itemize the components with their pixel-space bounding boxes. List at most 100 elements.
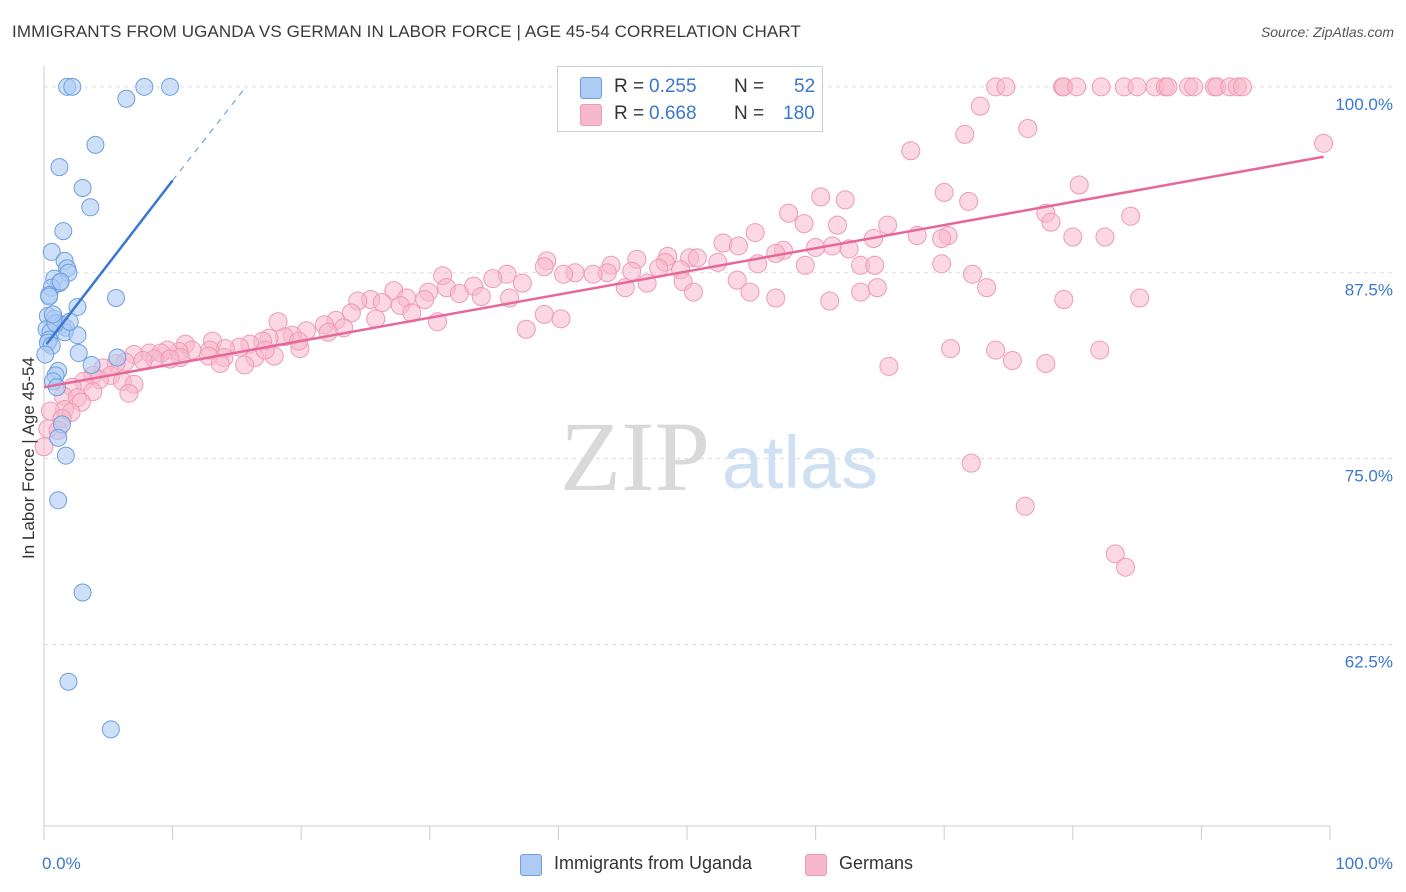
germans-point bbox=[1002, 350, 1022, 370]
uganda-point bbox=[82, 355, 101, 374]
y-tick-label: 62.5% bbox=[1345, 653, 1393, 672]
germans-point bbox=[1121, 206, 1141, 226]
germans-point bbox=[1184, 77, 1204, 97]
germans-point bbox=[820, 291, 840, 311]
chart-title: IMMIGRANTS FROM UGANDA VS GERMAN IN LABO… bbox=[12, 22, 801, 41]
germans-n-value: 180 bbox=[783, 103, 815, 124]
germans-point bbox=[934, 182, 954, 202]
tick-labels: 100.0% 87.5% 75.0% 62.5% 0.0% 100.0% bbox=[42, 95, 1393, 873]
watermark-zip: ZIP bbox=[560, 401, 710, 512]
germans-point bbox=[318, 322, 338, 342]
germans-point bbox=[779, 203, 799, 223]
uganda-point bbox=[108, 348, 127, 367]
germans-trend-line bbox=[43, 155, 1324, 389]
germans-point bbox=[1090, 340, 1110, 360]
uganda-point bbox=[50, 158, 69, 177]
germans-point bbox=[740, 282, 760, 302]
uganda-point bbox=[107, 289, 126, 308]
germans-point bbox=[708, 252, 728, 272]
legend-germans-swatch bbox=[805, 854, 827, 876]
uganda-point bbox=[68, 326, 87, 345]
germans-point bbox=[683, 282, 703, 302]
uganda-point bbox=[86, 135, 105, 154]
germans-point bbox=[1158, 77, 1178, 97]
germans-point bbox=[878, 215, 898, 235]
germans-point bbox=[977, 278, 997, 298]
germans-point bbox=[255, 340, 275, 360]
germans-point bbox=[119, 383, 139, 403]
uganda-point bbox=[101, 720, 120, 739]
uganda-point bbox=[42, 242, 61, 261]
germans-point bbox=[554, 264, 574, 284]
germans-point bbox=[728, 236, 748, 256]
uganda-point bbox=[44, 305, 63, 324]
germans-point bbox=[941, 339, 961, 359]
germans-point bbox=[583, 264, 603, 284]
germans-point bbox=[622, 261, 642, 281]
germans-point bbox=[1095, 227, 1115, 247]
uganda-trend-line bbox=[45, 179, 174, 345]
germans-point bbox=[1091, 77, 1111, 97]
x-tick-label: 0.0% bbox=[42, 854, 81, 873]
germans-point bbox=[133, 350, 153, 370]
germans-point bbox=[1054, 290, 1074, 310]
germans-point bbox=[795, 255, 815, 275]
germans-point bbox=[986, 340, 1006, 360]
germans-point bbox=[449, 284, 469, 304]
germans-point bbox=[959, 191, 979, 211]
germans-point bbox=[901, 141, 921, 161]
germans-point bbox=[483, 269, 503, 289]
germans-point bbox=[932, 229, 952, 249]
germans-point bbox=[1036, 353, 1056, 373]
germans-point bbox=[713, 233, 733, 253]
y-tick-label: 100.0% bbox=[1335, 95, 1393, 114]
x-tick-label: 100.0% bbox=[1335, 854, 1393, 873]
uganda-point bbox=[49, 428, 68, 447]
germans-point bbox=[1018, 118, 1038, 138]
germans-point bbox=[745, 223, 765, 243]
watermark-atlas: atlas bbox=[722, 421, 878, 504]
germans-point bbox=[766, 288, 786, 308]
uganda-point bbox=[59, 672, 78, 691]
germans-point bbox=[867, 278, 887, 298]
germans-swatch bbox=[580, 104, 602, 126]
germans-point bbox=[34, 437, 54, 457]
germans-r-value: 0.668 bbox=[649, 103, 697, 124]
germans-point bbox=[839, 239, 859, 259]
germans-point bbox=[1127, 77, 1147, 97]
uganda-point bbox=[73, 178, 92, 197]
legend-germans-label: Germans bbox=[839, 853, 914, 873]
uganda-point bbox=[51, 272, 70, 291]
uganda-point bbox=[36, 345, 55, 364]
germans-point bbox=[1105, 544, 1125, 564]
germans-point bbox=[1130, 288, 1150, 308]
germans-point bbox=[341, 303, 361, 323]
uganda-point bbox=[81, 198, 100, 217]
germans-point bbox=[235, 355, 255, 375]
uganda-point bbox=[135, 77, 154, 96]
y-tick-label: 87.5% bbox=[1345, 281, 1393, 300]
uganda-point bbox=[161, 77, 180, 96]
germans-point bbox=[1041, 212, 1061, 232]
germans-point bbox=[415, 290, 435, 310]
germans-point bbox=[932, 254, 952, 274]
germans-point bbox=[970, 96, 990, 116]
uganda-point bbox=[63, 77, 82, 96]
uganda-n-value: 52 bbox=[794, 76, 816, 97]
germans-point bbox=[372, 292, 392, 312]
germans-n-label: N = bbox=[734, 103, 765, 124]
germans-point bbox=[879, 356, 899, 376]
germans-point bbox=[996, 77, 1016, 97]
germans-point bbox=[727, 270, 747, 290]
germans-point bbox=[962, 264, 982, 284]
germans-point bbox=[1015, 496, 1035, 516]
germans-point bbox=[955, 124, 975, 144]
germans-point bbox=[1116, 557, 1136, 577]
uganda-point bbox=[54, 222, 73, 241]
germans-point bbox=[961, 453, 981, 473]
germans-points bbox=[34, 77, 1334, 577]
uganda-swatch bbox=[580, 77, 602, 99]
germans-point bbox=[865, 255, 885, 275]
germans-point bbox=[811, 187, 831, 207]
germans-r-label: R = bbox=[614, 103, 645, 124]
